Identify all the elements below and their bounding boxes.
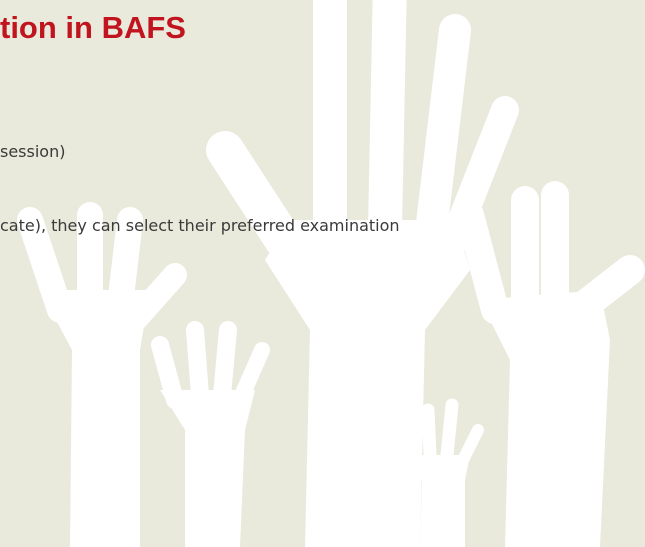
small-hand [160, 330, 262, 547]
right-hand [470, 195, 630, 547]
hands-background [0, 0, 645, 547]
slide-title: tion in BAFS [0, 10, 186, 46]
slide: tion in BAFS session) cate), they can se… [0, 0, 645, 547]
left-hand [30, 215, 175, 547]
body-line: cate), they can select their preferred e… [0, 216, 400, 235]
body-line: session) [0, 142, 65, 161]
